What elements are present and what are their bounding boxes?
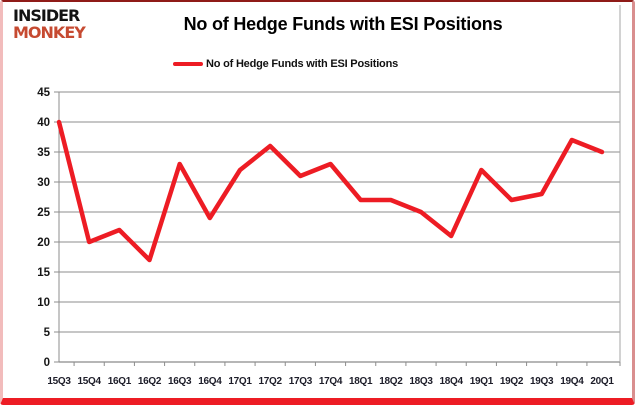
x-tick-label: 15Q3 [47, 376, 71, 387]
x-tick-label: 17Q4 [319, 376, 343, 387]
insider-monkey-logo: INSIDER MONKEY [13, 6, 86, 42]
x-tick-label: 17Q2 [259, 376, 283, 387]
y-tick-label: 45 [37, 87, 50, 99]
x-tick-label: 19Q4 [560, 376, 584, 387]
x-tick-label: 18Q4 [440, 376, 464, 387]
x-tick-label: 16Q3 [168, 376, 192, 387]
legend-line-swatch [172, 62, 203, 66]
y-tick-label: 30 [37, 177, 50, 189]
y-tick-label: 20 [37, 237, 50, 249]
chart-title: No of Hedge Funds with ESI Positions [183, 14, 503, 34]
x-tick-label: 18Q3 [409, 376, 433, 387]
y-tick-label: 10 [37, 297, 50, 309]
x-tick-label: 15Q4 [78, 376, 102, 387]
line-chart-plot-area: 0 5 10 15 20 25 30 35 40 45 15Q3 15Q4 16Q1 16Q2 16Q3 16… [37, 5, 621, 387]
legend-label: No of Hedge Funds with ESI Positions [205, 58, 399, 70]
x-tick-label: 16Q2 [138, 376, 162, 387]
logo-line-monkey: MONKEY [13, 22, 86, 42]
x-tick-label: 19Q1 [470, 376, 494, 387]
x-tick-label: 19Q2 [500, 376, 524, 387]
y-tick-label: 5 [44, 327, 51, 339]
y-tick-label: 40 [37, 117, 50, 129]
logo-line-insider: INSIDER [13, 6, 80, 25]
x-tick-label: 16Q4 [198, 376, 222, 387]
x-tick-label: 18Q2 [379, 376, 403, 387]
y-tick-label: 0 [44, 357, 50, 369]
x-tick-label: 17Q3 [289, 376, 313, 387]
x-tick-label: 19Q3 [530, 376, 554, 387]
legend: No of Hedge Funds with ESI Positions [3, 56, 568, 72]
data-series-line [56, 119, 605, 263]
x-tick-label: 17Q1 [228, 376, 252, 387]
x-tick-label: 18Q1 [349, 376, 373, 387]
x-tick-label: 16Q1 [108, 376, 132, 387]
y-tick-label: 35 [37, 147, 50, 159]
y-tick-label: 25 [37, 207, 50, 219]
x-tick-label: 20Q1 [590, 376, 614, 387]
y-tick-label: 15 [37, 267, 50, 279]
